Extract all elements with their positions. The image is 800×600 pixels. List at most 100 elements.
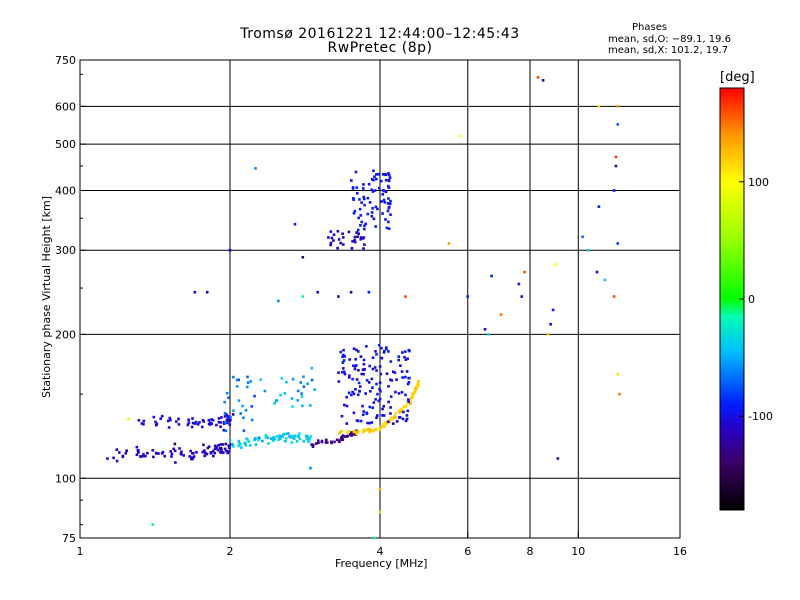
data-point [305, 437, 309, 441]
data-point [379, 389, 382, 393]
data-point [374, 350, 377, 353]
data-point [373, 536, 376, 540]
data-point [237, 399, 241, 402]
data-point [362, 358, 366, 362]
data-point [277, 438, 280, 442]
data-point [242, 429, 246, 432]
data-point [161, 450, 165, 454]
data-point [353, 238, 356, 242]
data-point [397, 358, 401, 362]
data-point [178, 447, 181, 450]
data-point [246, 375, 249, 379]
data-point [194, 420, 198, 424]
data-point [144, 454, 147, 458]
data-point [393, 415, 396, 418]
data-point [352, 347, 356, 351]
data-point [316, 439, 320, 442]
data-point [409, 402, 412, 405]
data-point [404, 393, 407, 397]
data-point [379, 372, 383, 376]
data-point [299, 381, 303, 384]
data-point [324, 441, 328, 444]
data-point [291, 377, 295, 381]
data-point [388, 202, 392, 206]
data-point [242, 416, 245, 420]
y-tick-label: 75 [62, 532, 76, 545]
data-point [541, 79, 545, 82]
data-point [231, 442, 234, 446]
data-point [163, 454, 167, 458]
data-point [359, 237, 363, 241]
data-point [383, 349, 386, 353]
data-point [358, 198, 361, 201]
chart-title: Tromsø 20161221 12:44:00–12:45:43 [240, 26, 520, 42]
data-point [187, 418, 190, 422]
data-point [314, 442, 318, 445]
data-point [352, 411, 356, 415]
data-point [186, 423, 190, 427]
data-point [347, 376, 351, 379]
data-point [362, 183, 365, 186]
data-point [177, 417, 180, 421]
data-point [363, 227, 366, 231]
data-point [388, 420, 392, 424]
data-point [112, 456, 115, 460]
data-point [283, 392, 287, 395]
data-point [382, 189, 386, 193]
data-point [618, 392, 621, 396]
data-point [374, 427, 377, 431]
data-point [339, 241, 343, 245]
data-point [366, 196, 370, 200]
data-point [311, 445, 315, 448]
data-point [221, 451, 225, 454]
data-point [385, 347, 388, 351]
data-point [367, 428, 370, 431]
data-point [363, 243, 366, 246]
data-point [267, 442, 270, 445]
data-point [243, 441, 247, 445]
data-point [338, 440, 341, 444]
data-point [342, 348, 345, 352]
data-point [587, 248, 591, 252]
data-point [300, 392, 303, 395]
data-point [288, 435, 291, 438]
data-point [352, 392, 356, 396]
data-point [387, 179, 391, 182]
data-point [202, 420, 206, 423]
data-point [342, 359, 346, 362]
data-point [302, 385, 306, 388]
data-point [219, 443, 223, 446]
data-point [383, 201, 387, 204]
data-point [106, 457, 109, 460]
x-tick-label: 6 [464, 545, 471, 558]
data-point [330, 440, 333, 444]
data-point [400, 370, 404, 373]
data-point [291, 405, 294, 408]
data-point [406, 357, 409, 361]
data-point [223, 400, 226, 404]
data-point [284, 432, 288, 436]
data-point [310, 366, 314, 370]
data-point [357, 232, 361, 236]
data-point [381, 407, 384, 411]
data-point [225, 391, 229, 395]
phases-o-mode-stats: mean, sd,O: −89.1, 19.6 [608, 34, 731, 45]
data-point [217, 420, 221, 424]
data-point [302, 440, 306, 443]
data-point [232, 409, 235, 412]
data-point [276, 299, 280, 303]
data-point [413, 390, 416, 393]
data-point [352, 197, 355, 200]
data-point [387, 385, 390, 388]
data-point [304, 434, 308, 438]
data-point [201, 450, 205, 454]
data-point [351, 186, 355, 189]
data-point [387, 197, 390, 200]
data-point [227, 444, 231, 447]
data-point [397, 355, 401, 358]
data-point [295, 440, 299, 443]
x-tick-label: 4 [377, 545, 384, 558]
data-point [190, 457, 194, 461]
data-point [354, 170, 358, 174]
data-point [223, 415, 227, 418]
